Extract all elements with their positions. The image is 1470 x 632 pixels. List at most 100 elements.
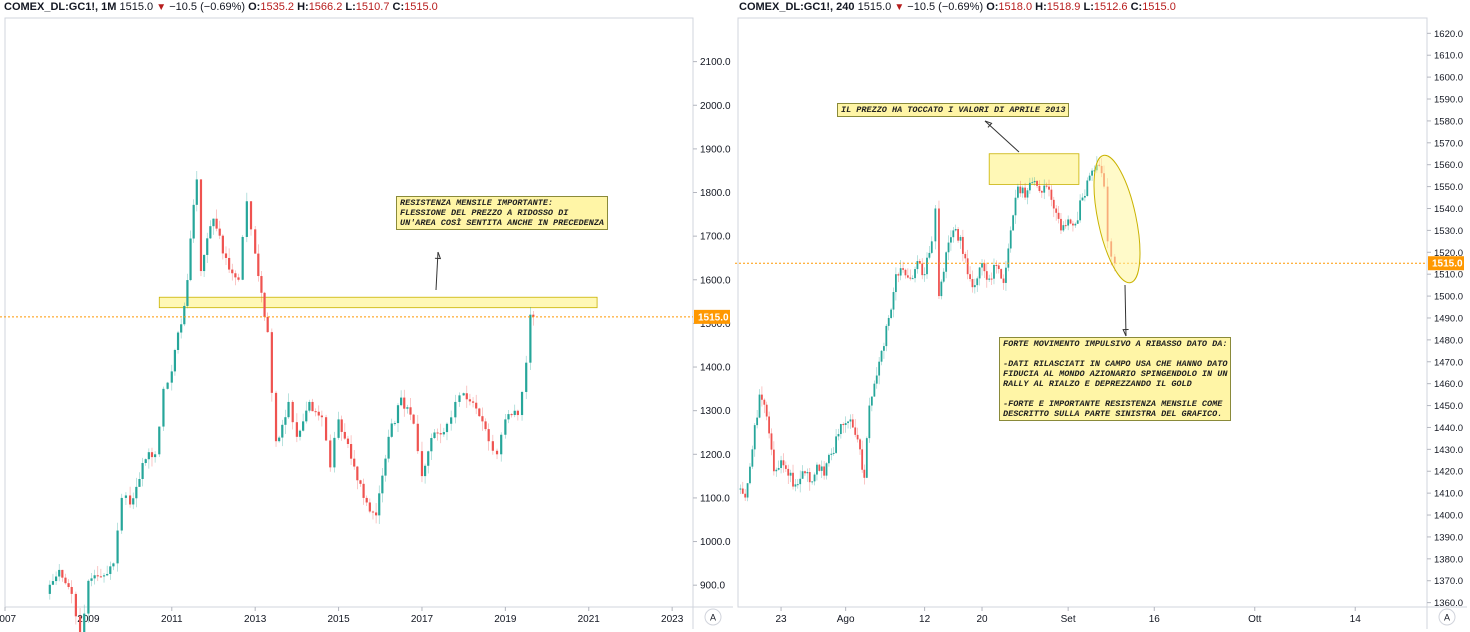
symbol-label[interactable]: COMEX_DL:GC1!, 240 (739, 1, 855, 13)
candle-body (952, 230, 955, 238)
candle-body (887, 317, 890, 326)
candle-body (1072, 223, 1074, 226)
candle-body (206, 238, 209, 255)
candle-body (135, 486, 138, 499)
candle-body (245, 201, 248, 237)
candle-body (106, 573, 109, 576)
left-chart-panel[interactable]: COMEX_DL:GC1!, 1M 1515.0 ▼ −10.5 (−0.69%… (0, 0, 735, 632)
candle-body (78, 616, 82, 632)
candle-body (384, 458, 387, 476)
candle-body (904, 269, 907, 276)
candle-body (756, 417, 759, 426)
candle-body (1033, 180, 1036, 183)
candle-body (154, 454, 157, 458)
candle-body (988, 278, 991, 280)
candle-body (741, 488, 744, 494)
candle-body (416, 423, 419, 452)
plot-area (4, 17, 694, 608)
candle-body (333, 437, 336, 468)
candle-body (504, 419, 507, 435)
candle-body (378, 493, 381, 516)
x-tick-label: Set (1061, 614, 1076, 625)
candle-body (885, 325, 888, 347)
candle-body (109, 566, 112, 574)
candle-body (83, 613, 86, 632)
candle-body (362, 483, 365, 498)
auto-scale-label[interactable]: A (1444, 613, 1450, 623)
candle-body (387, 436, 390, 459)
candle-body (842, 424, 845, 426)
y-tick-label: 1440.0 (1434, 423, 1463, 434)
right-chart-svg[interactable]: 1360.01370.01380.01390.01400.01410.01420… (735, 0, 1470, 632)
x-tick-label: 2019 (494, 614, 517, 625)
last-price: 1515.0 (119, 1, 154, 13)
candle-body (281, 424, 284, 438)
candle-body (883, 346, 885, 351)
y-tick-label: 1800.0 (700, 188, 731, 199)
candle-body (412, 414, 415, 424)
y-tick-label: 1000.0 (700, 537, 731, 548)
auto-scale-button (1438, 608, 1456, 626)
candle-body (507, 414, 510, 420)
x-tick-label: 2023 (661, 614, 684, 625)
candle-body (851, 419, 854, 428)
candle-body (343, 431, 346, 439)
candle-body (763, 399, 766, 405)
highlight-ellipse (1093, 154, 1141, 284)
y-tick-label: 1410.0 (1434, 489, 1463, 500)
candle-body (976, 278, 979, 286)
candle-body (1083, 195, 1086, 198)
candle-body (270, 332, 273, 393)
candle-body (1076, 220, 1079, 224)
candle-body (849, 419, 852, 422)
open-label: O: (986, 1, 999, 13)
candle-body (973, 285, 976, 288)
y-tick-label: 2100.0 (700, 57, 731, 68)
candle-body (436, 432, 439, 434)
top-note[interactable]: IL PREZZO HA TOCCATO I VALORI DI APRILE … (837, 103, 1070, 117)
x-tick-label: 12 (919, 614, 931, 625)
resistance-arrow-head (434, 251, 442, 260)
y-tick-label: 1530.0 (1434, 226, 1463, 237)
bottom-note[interactable]: FORTE MOVIMENTO IMPULSIVO A RIBASSO DATO… (999, 337, 1232, 421)
candle-body (1019, 186, 1022, 194)
candle-body (744, 493, 747, 498)
y-tick-label: 1580.0 (1434, 116, 1463, 127)
candle-body (90, 578, 93, 581)
right-chart-panel[interactable]: COMEX_DL:GC1!, 240 1515.0 ▼ −10.5 (−0.69… (735, 0, 1470, 632)
candle-body (400, 397, 403, 406)
left-chart-svg[interactable]: 900.0 1000.0 1100.0 1200.0 1300.0 1400.0 1500.… (0, 0, 735, 632)
y-tick-label: 1570.0 (1434, 138, 1463, 149)
y-tick-label: 2000.0 (700, 101, 731, 112)
candle-body (897, 274, 900, 276)
candle-body (189, 238, 192, 281)
high-label: H: (1035, 1, 1047, 13)
candle-body (203, 254, 206, 272)
symbol-label[interactable]: COMEX_DL:GC1!, 1M (4, 1, 117, 13)
candle-body (442, 432, 445, 435)
candle-body (875, 375, 878, 384)
candle-body (966, 258, 969, 275)
candle-body (1040, 190, 1043, 193)
candle-body (170, 371, 173, 383)
y-tick-label: 1400.0 (700, 363, 731, 374)
y-tick-label: 1360.0 (1434, 598, 1463, 609)
candle-body (371, 511, 375, 513)
resistance-note[interactable]: RESISTENZA MENSILE IMPORTANTE: FLESSIONE… (396, 196, 609, 230)
candle-body (450, 417, 453, 424)
left-legend: COMEX_DL:GC1!, 1M 1515.0 ▼ −10.5 (−0.69%… (4, 1, 438, 13)
candle-body (224, 253, 228, 258)
resistance-zone (988, 153, 1080, 185)
candle-body (199, 179, 203, 272)
x-tick-label: 2007 (0, 614, 17, 625)
last-price: 1515.0 (857, 1, 892, 13)
x-tick-label: 20 (976, 614, 988, 625)
candle-body (894, 274, 897, 293)
candle-body (789, 472, 792, 476)
candle-body (420, 451, 424, 477)
auto-scale-label[interactable]: A (710, 613, 716, 623)
y-tick-label: 1450.0 (1434, 401, 1463, 412)
candle-body (942, 271, 945, 282)
candle-body (317, 411, 320, 416)
candle-body (67, 583, 70, 587)
